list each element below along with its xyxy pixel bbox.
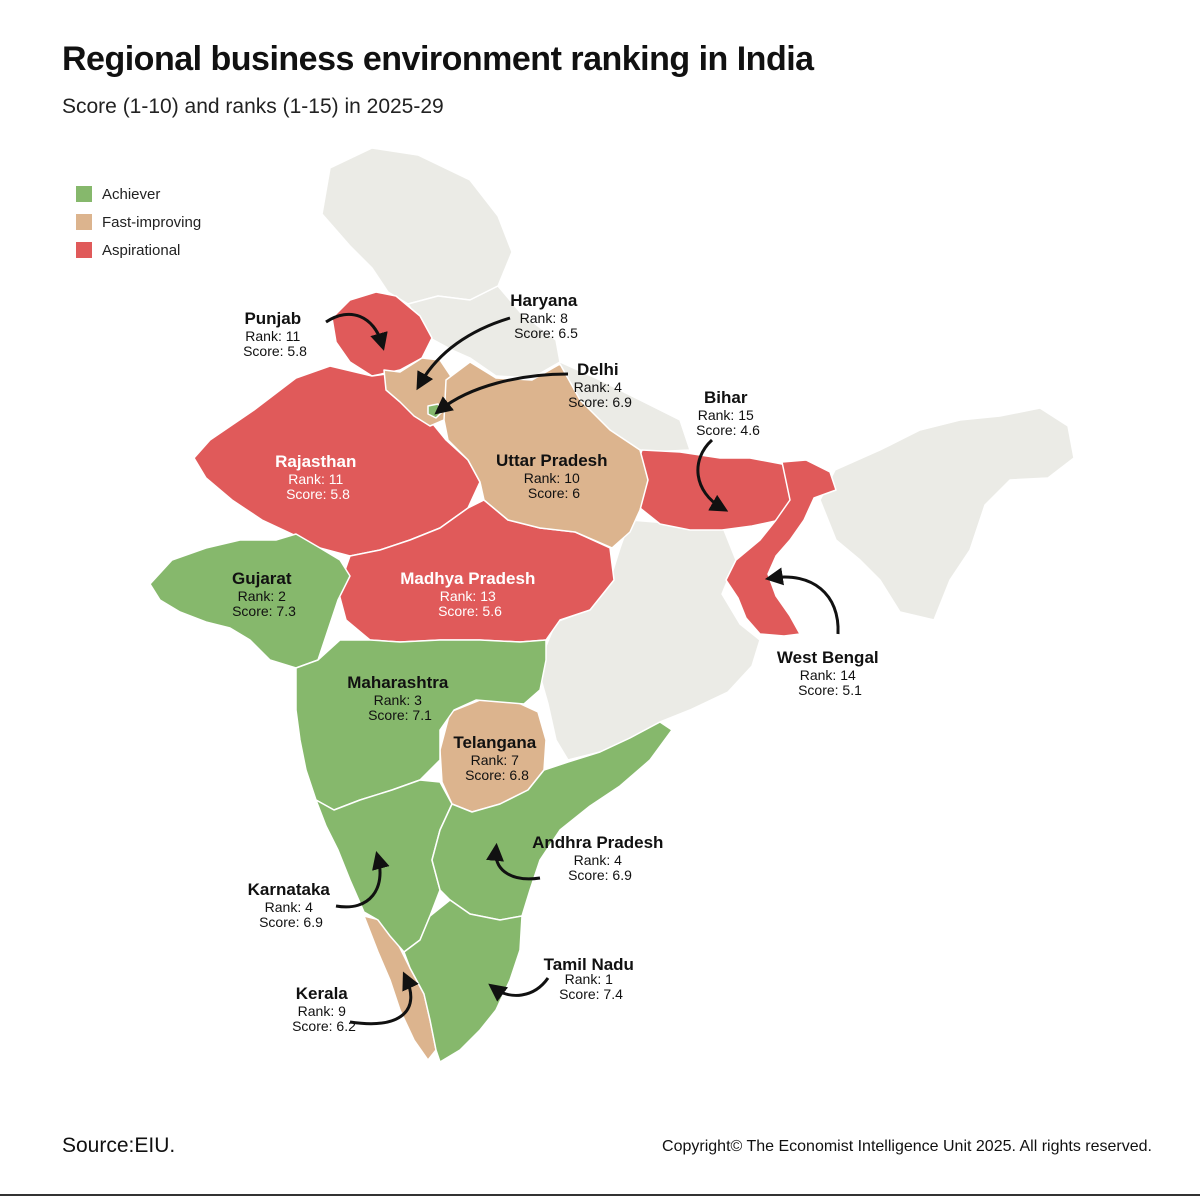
label-karnataka: Karnataka Rank: 4 Score: 6.9	[248, 880, 335, 930]
region-andhra-pradesh	[431, 721, 673, 921]
label-madhya-pradesh-score: Score: 5.6	[438, 603, 502, 619]
label-telangana: Telangana Rank: 7 Score: 6.8	[453, 733, 540, 783]
label-tamil-nadu-rank: Rank: 1	[565, 971, 613, 987]
map-regions	[149, 147, 1075, 1063]
source-note: Source:EIU.	[62, 1134, 176, 1157]
label-bihar-name: Bihar	[704, 388, 748, 407]
page-subtitle: Score (1-10) and ranks (1-15) in 2025-29	[62, 95, 444, 118]
label-maharashtra-name: Maharashtra	[347, 673, 449, 692]
label-uttar-pradesh-score: Score: 6	[528, 485, 580, 501]
arrow-bihar	[696, 438, 729, 512]
copyright-note: Copyright© The Economist Intelligence Un…	[662, 1138, 1152, 1155]
label-tamil-nadu-score: Score: 7.4	[559, 986, 623, 1002]
label-punjab: Punjab Rank: 11 Score: 5.8	[243, 309, 307, 359]
label-andhra-pradesh-rank: Rank: 4	[574, 852, 622, 868]
label-rajasthan-rank: Rank: 11	[288, 471, 343, 487]
label-maharashtra: Maharashtra Rank: 3 Score: 7.1	[347, 673, 453, 723]
label-kerala: Kerala Rank: 9 Score: 6.2	[292, 984, 356, 1034]
label-bihar-rank: Rank: 15	[698, 407, 754, 423]
label-kerala-rank: Rank: 9	[298, 1003, 346, 1019]
label-haryana-name: Haryana	[510, 291, 578, 310]
arrow-delhi	[434, 372, 569, 415]
label-kerala-score: Score: 6.2	[292, 1018, 356, 1034]
label-gujarat-score: Score: 7.3	[232, 603, 296, 619]
bottom-divider	[0, 1194, 1200, 1196]
label-delhi-score: Score: 6.9	[568, 394, 632, 410]
region-northeast	[819, 407, 1075, 621]
arrow-andhra-pradesh	[486, 842, 541, 881]
label-karnataka-rank: Rank: 4	[265, 899, 313, 915]
label-andhra-pradesh: Andhra Pradesh Rank: 4 Score: 6.9	[532, 833, 668, 883]
label-west-bengal-score: Score: 5.1	[798, 682, 862, 698]
label-uttar-pradesh-name: Uttar Pradesh	[496, 451, 607, 470]
legend-swatch-achiever	[76, 186, 92, 202]
page-title: Regional business environment ranking in…	[62, 40, 814, 78]
label-gujarat-name: Gujarat	[232, 569, 292, 588]
label-delhi: Delhi Rank: 4 Score: 6.9	[568, 360, 632, 410]
legend: Achiever Fast-improving Aspirational	[76, 180, 201, 264]
label-telangana-rank: Rank: 7	[471, 752, 519, 768]
label-haryana-rank: Rank: 8	[520, 310, 568, 326]
label-madhya-pradesh-rank: Rank: 13	[440, 588, 496, 604]
legend-item-fast-improving: Fast-improving	[76, 208, 201, 236]
arrow-punjab	[325, 312, 388, 351]
label-haryana-score: Score: 6.5	[514, 325, 578, 341]
label-telangana-name: Telangana	[453, 733, 536, 752]
legend-label-aspirational: Aspirational	[102, 241, 181, 259]
label-karnataka-score: Score: 6.9	[259, 914, 323, 930]
label-bihar-score: Score: 4.6	[696, 422, 760, 438]
region-gujarat	[149, 533, 351, 669]
legend-item-aspirational: Aspirational	[76, 236, 201, 264]
region-jammu-kashmir	[321, 147, 513, 305]
label-andhra-pradesh-score: Score: 6.9	[568, 867, 632, 883]
label-delhi-name: Delhi	[577, 360, 619, 379]
state-labels: Punjab Rank: 11 Score: 5.8 Haryana Rank:…	[232, 291, 883, 1034]
label-uttar-pradesh-rank: Rank: 10	[524, 470, 580, 486]
label-karnataka-name: Karnataka	[248, 880, 331, 899]
label-maharashtra-rank: Rank: 3	[374, 692, 422, 708]
label-madhya-pradesh: Madhya Pradesh Rank: 13 Score: 5.6	[400, 569, 540, 619]
label-andhra-pradesh-name: Andhra Pradesh	[532, 833, 663, 852]
label-rajasthan: Rajasthan Rank: 11 Score: 5.8	[275, 452, 361, 502]
legend-swatch-aspirational	[76, 242, 92, 258]
label-rajasthan-name: Rajasthan	[275, 452, 356, 471]
label-delhi-rank: Rank: 4	[574, 379, 622, 395]
label-uttar-pradesh: Uttar Pradesh Rank: 10 Score: 6	[496, 451, 612, 501]
label-telangana-score: Score: 6.8	[465, 767, 529, 783]
legend-label-achiever: Achiever	[102, 185, 161, 203]
arrow-haryana	[416, 316, 511, 391]
label-bihar: Bihar Rank: 15 Score: 4.6	[696, 388, 760, 438]
legend-swatch-fast-improving	[76, 214, 92, 230]
label-maharashtra-score: Score: 7.1	[368, 707, 432, 723]
label-arrows	[325, 312, 840, 1026]
label-rajasthan-score: Score: 5.8	[286, 486, 350, 502]
label-punjab-name: Punjab	[244, 309, 301, 328]
label-punjab-rank: Rank: 11	[245, 328, 300, 344]
label-punjab-score: Score: 5.8	[243, 343, 307, 359]
region-west-bengal	[725, 459, 837, 637]
label-kerala-name: Kerala	[296, 984, 349, 1003]
arrow-west-bengal	[764, 567, 840, 635]
label-tamil-nadu-name: Tamil Nadu	[544, 955, 634, 974]
label-west-bengal-name: West Bengal	[777, 648, 879, 667]
label-west-bengal: West Bengal Rank: 14 Score: 5.1	[777, 648, 883, 698]
legend-label-fast-improving: Fast-improving	[102, 213, 202, 231]
label-west-bengal-rank: Rank: 14	[800, 667, 856, 683]
legend-item-achiever: Achiever	[76, 180, 201, 208]
label-haryana: Haryana Rank: 8 Score: 6.5	[510, 291, 582, 341]
arrow-tamil-nadu	[488, 977, 550, 1002]
label-gujarat-rank: Rank: 2	[238, 588, 286, 604]
arrow-kerala	[349, 971, 419, 1026]
arrow-karnataka	[335, 851, 390, 909]
label-madhya-pradesh-name: Madhya Pradesh	[400, 569, 535, 588]
label-gujarat: Gujarat Rank: 2 Score: 7.3	[232, 569, 296, 619]
label-tamil-nadu: Tamil Nadu Rank: 1 Score: 7.4	[544, 955, 639, 1002]
